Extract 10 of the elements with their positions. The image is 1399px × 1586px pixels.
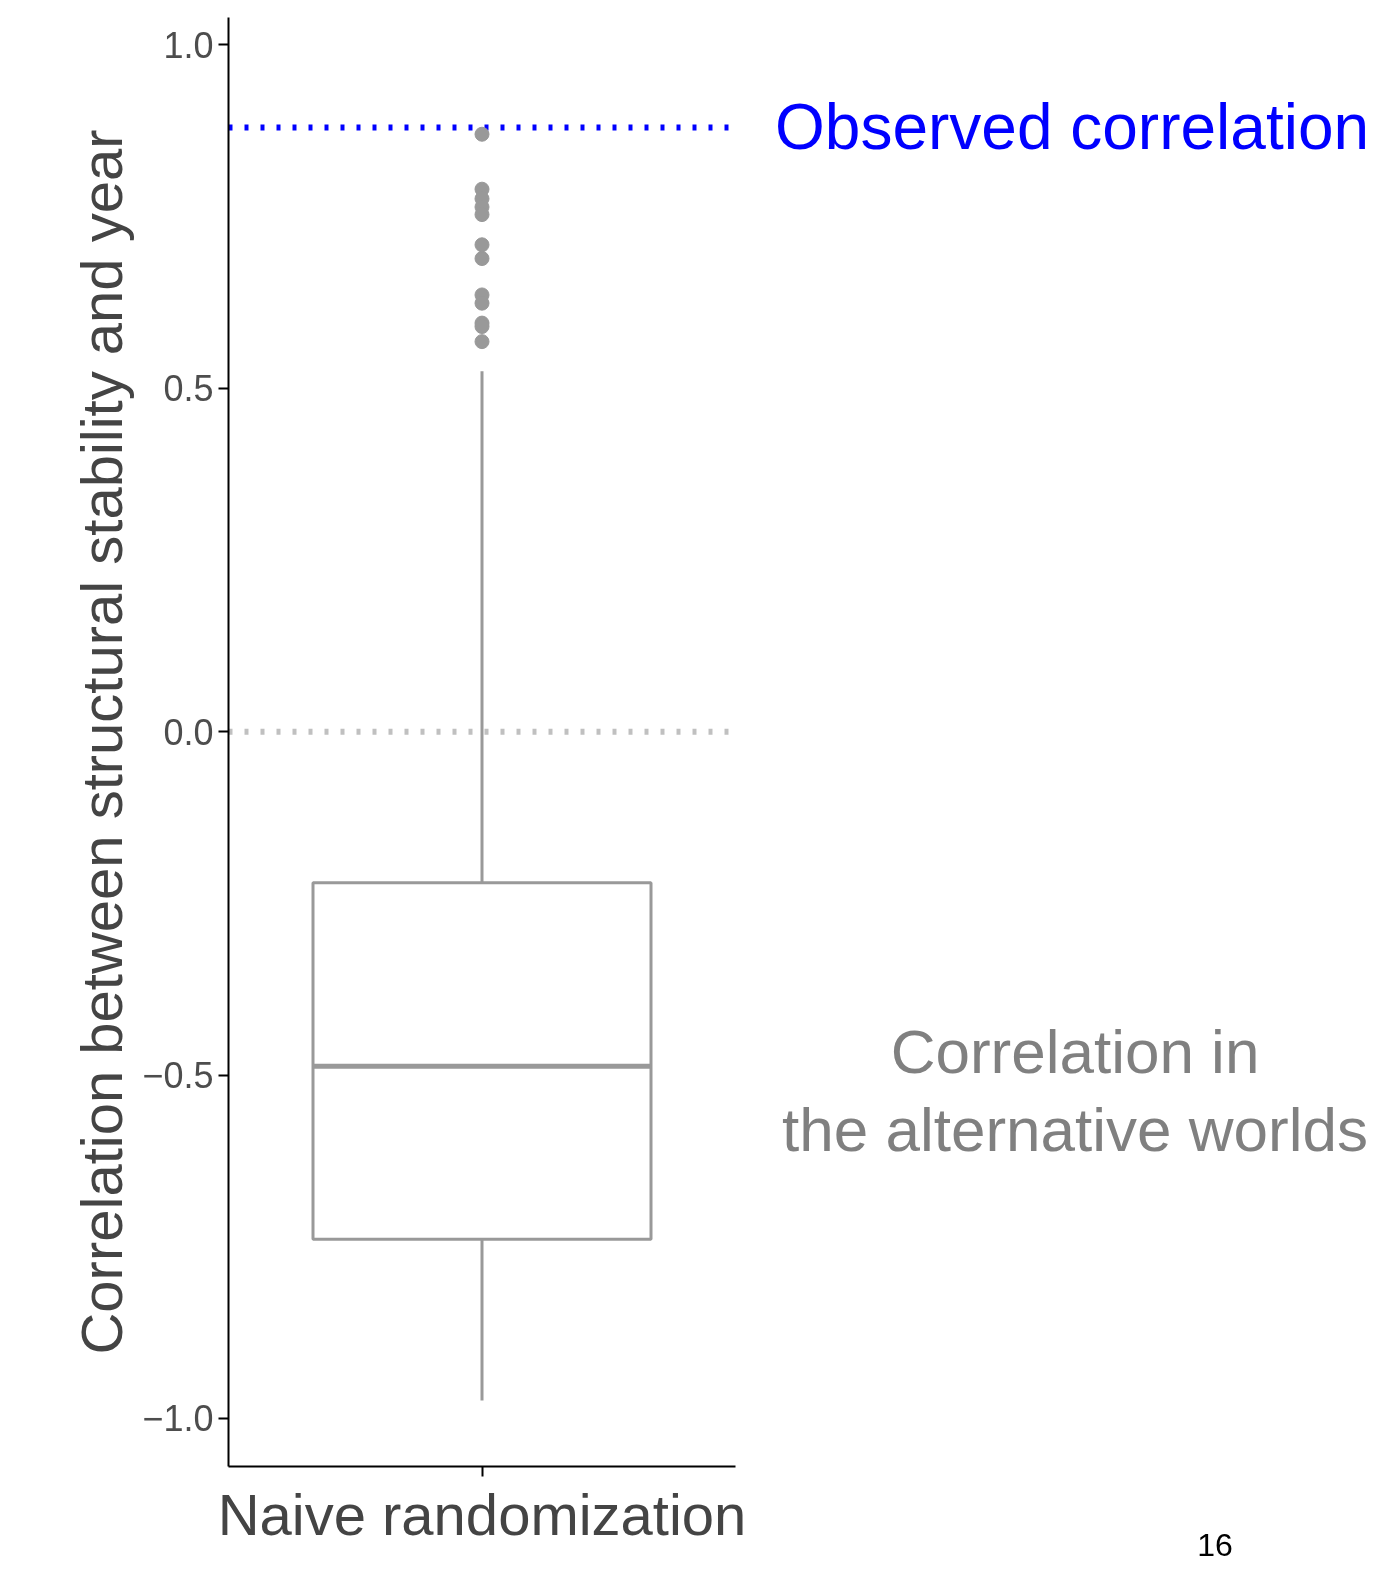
y-tick-label: −0.5 [142,1055,214,1097]
y-axis-title: Correlation between structural stability and year [69,129,135,1355]
text: Correlation in the alternative worlds [782,1015,1368,1165]
y-tick-label: 0.5 [163,368,214,410]
text: 16 [1197,1526,1233,1565]
ref-line-label: Observed correlation [775,89,1370,165]
y-tick-label: 0.0 [163,711,214,753]
y-tick-label: 1.0 [163,24,214,66]
x-axis-title: Naive randomization [217,1481,747,1547]
y-tick-label: −1.0 [142,1398,214,1440]
